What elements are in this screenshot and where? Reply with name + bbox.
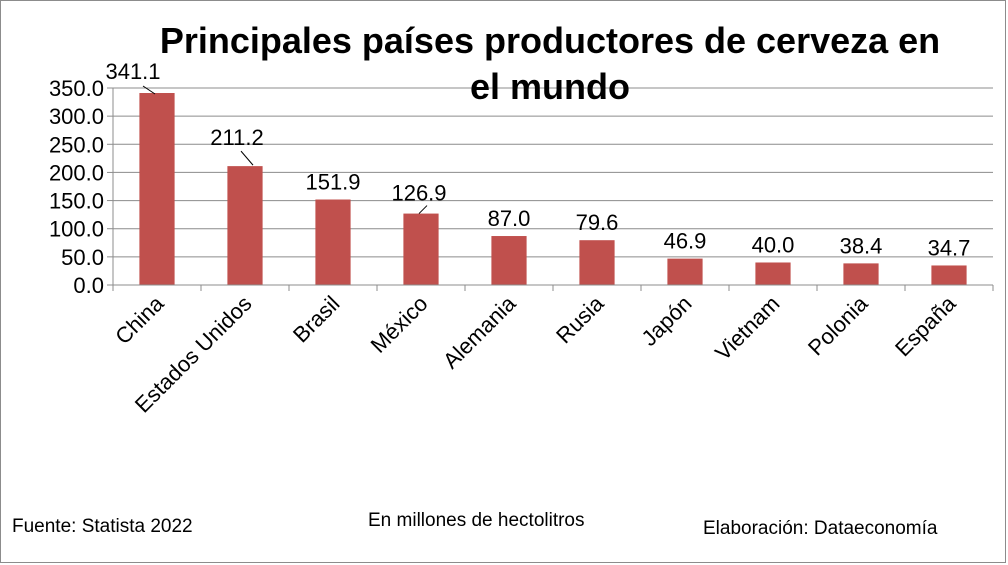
y-tick-label: 250.0 [49,132,104,157]
category-label: Japón [636,291,696,351]
category-label: Alemania [438,290,521,373]
source-note: Fuente: Statista 2022 [12,516,193,537]
bar [667,258,703,285]
category-label: Vietnam [710,291,784,365]
bar [403,213,439,285]
bar [227,166,263,285]
category-label: Brasil [288,291,345,348]
data-label: 34.7 [928,235,971,260]
data-label: 341.1 [105,59,160,84]
data-label: 87.0 [488,206,531,231]
data-label: 79.6 [576,210,619,235]
y-tick-label: 300.0 [49,104,104,129]
data-label: 211.2 [210,125,263,150]
y-tick-label: 200.0 [49,160,104,185]
bar [931,265,967,285]
credit-note: Elaboración: Dataeconomía [703,518,938,539]
leader-line [418,205,428,214]
bar [579,240,615,285]
y-tick-label: 50.0 [61,245,104,270]
bar [843,263,879,285]
data-label: 46.9 [664,229,707,254]
data-label: 151.9 [305,170,360,195]
y-tick-label: 150.0 [49,189,104,214]
y-tick-label: 350.0 [49,76,104,101]
bars [139,93,967,285]
bar [315,199,351,285]
chart-title: Principales países productores de cervez… [159,20,941,107]
y-axis-ticks: 0.0 50.0 100.0 150.0 200.0 250.0 300.0 350.0 [49,76,113,298]
data-label: 38.4 [840,233,883,258]
y-tick-label: 100.0 [49,217,104,242]
data-label: 126.9 [391,181,446,206]
category-label: China [110,290,169,349]
bar [755,262,791,285]
category-label: México [366,291,433,358]
y-tick-label: 0.0 [73,273,104,298]
category-label: Rusia [551,290,609,348]
leader-line [240,150,254,166]
bar [139,93,175,285]
value-labels: 341.1 211.2 151.9 126.9 87.0 79.6 46.9 40.0 38.4… [105,59,970,260]
category-label: España [890,290,961,361]
axes [112,88,994,291]
leader-line [142,85,156,95]
category-label: Polonia [803,290,873,360]
unit-note: En millones de hectolitros [368,510,585,531]
bar [491,236,527,285]
leader-lines [142,85,428,214]
data-label: 40.0 [752,232,795,257]
